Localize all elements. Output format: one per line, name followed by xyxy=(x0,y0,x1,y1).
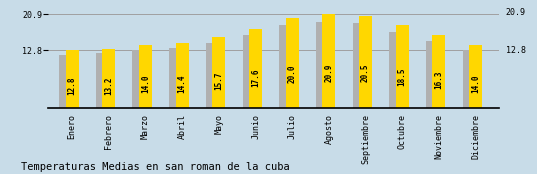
Bar xyxy=(66,50,78,108)
Text: 12.8: 12.8 xyxy=(68,77,77,95)
Bar xyxy=(389,31,402,108)
Text: 14.0: 14.0 xyxy=(141,75,150,93)
Text: 20.0: 20.0 xyxy=(288,65,297,83)
Text: 13.2: 13.2 xyxy=(104,76,113,95)
Bar xyxy=(352,23,365,108)
Bar xyxy=(59,55,72,108)
Bar xyxy=(462,50,475,108)
Text: 18.5: 18.5 xyxy=(398,67,407,86)
Bar xyxy=(133,50,146,108)
Bar xyxy=(103,49,115,108)
Bar xyxy=(169,48,182,108)
Bar xyxy=(469,45,482,108)
Text: 16.3: 16.3 xyxy=(434,71,444,89)
Bar xyxy=(359,16,372,108)
Bar xyxy=(286,18,299,108)
Bar xyxy=(176,43,188,108)
Bar xyxy=(316,22,329,108)
Bar xyxy=(279,25,292,108)
Text: 20.5: 20.5 xyxy=(361,64,370,82)
Text: 17.6: 17.6 xyxy=(251,69,260,87)
Text: 15.7: 15.7 xyxy=(214,72,223,90)
Bar xyxy=(396,25,409,108)
Bar xyxy=(206,43,219,108)
Text: 14.0: 14.0 xyxy=(471,75,480,93)
Bar xyxy=(243,35,256,108)
Bar xyxy=(249,29,262,108)
Text: Temperaturas Medias en san roman de la cuba: Temperaturas Medias en san roman de la c… xyxy=(21,162,290,172)
Text: 14.4: 14.4 xyxy=(178,74,187,93)
Bar xyxy=(426,41,439,108)
Bar xyxy=(432,35,445,108)
Bar xyxy=(213,37,226,108)
Bar xyxy=(139,45,152,108)
Text: 20.9: 20.9 xyxy=(324,63,333,81)
Bar xyxy=(322,14,335,108)
Bar xyxy=(96,53,108,108)
